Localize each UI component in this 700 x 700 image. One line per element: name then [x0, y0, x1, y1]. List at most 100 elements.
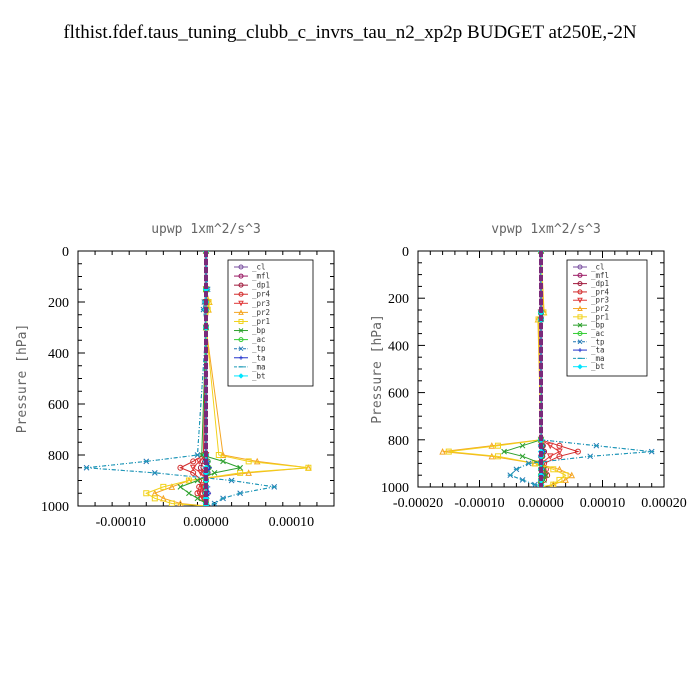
legend-item: _mfl	[573, 271, 609, 280]
panel-title: vpwp 1xm^2/s^3	[491, 222, 601, 237]
series-pr2	[439, 251, 576, 487]
legend-label: _dp1	[252, 281, 270, 290]
legend: _cl_mfl_dp1_pr4_pr3_pr2_pr1_bp_ac_tp_ta_…	[566, 259, 648, 377]
legend-label: _pr3	[252, 299, 270, 308]
legend-label: _dp1	[591, 279, 609, 288]
y-tick-label: 0	[402, 245, 409, 260]
legend-label: _ma	[252, 362, 266, 371]
legend-label: _bp	[252, 326, 266, 335]
legend-item: _pr1	[573, 312, 609, 321]
legend-item: _dp1	[234, 281, 270, 290]
data-point	[237, 464, 243, 471]
y-tick-label: 200	[388, 292, 409, 307]
data-point	[519, 442, 526, 449]
legend-item: _bp	[234, 326, 266, 335]
legend-item: _cl	[234, 263, 266, 272]
data-point	[568, 471, 576, 479]
y-axis-label: Pressure [hPa]	[370, 314, 385, 424]
data-point	[220, 458, 226, 465]
legend-marker	[577, 314, 583, 320]
legend-marker	[577, 264, 583, 270]
legend-item: _bt	[573, 362, 605, 371]
data-point	[245, 469, 252, 476]
data-point	[198, 452, 205, 458]
legend-item: _pr2	[573, 304, 609, 313]
legend-item: _ma	[234, 362, 266, 371]
legend-marker	[238, 264, 244, 270]
legend-label: _pr4	[252, 290, 271, 299]
panel-upwp: upwp 1xm^2/s^3 Pressure [hPa] 0 200 400 600 80…	[15, 222, 335, 530]
data-point	[185, 477, 192, 484]
data-point	[168, 483, 176, 490]
data-point	[177, 499, 184, 506]
data-point	[215, 452, 222, 458]
data-point	[143, 490, 150, 497]
legend-box	[566, 259, 648, 377]
legend-label: _pr3	[591, 296, 609, 305]
x-tick-label: 0.00020	[641, 496, 687, 511]
legend-marker	[239, 355, 243, 360]
page-title: flthist.fdef.taus_tuning_clubb_c_invrs_t…	[63, 22, 637, 43]
data-point	[546, 442, 554, 450]
legend-item: _bp	[573, 321, 605, 330]
legend-marker	[238, 346, 244, 352]
series-line	[448, 251, 567, 487]
legend-label: _cl	[591, 263, 605, 272]
legend-marker	[238, 318, 244, 324]
data-point	[488, 442, 496, 449]
data-point	[189, 464, 197, 472]
legend-marker	[577, 289, 583, 295]
legend-marker	[577, 330, 583, 336]
x-tick-label: -0.00010	[96, 515, 146, 530]
legend-marker	[577, 322, 583, 328]
legend-marker	[238, 309, 244, 315]
legend-marker	[577, 363, 583, 370]
legend-item: _tp	[234, 344, 266, 353]
legend-marker	[577, 281, 583, 287]
data-point	[305, 464, 312, 471]
data-point	[253, 457, 261, 465]
data-point	[501, 448, 507, 455]
legend-item: _pr1	[234, 317, 270, 326]
legend-item: _mfl	[234, 272, 270, 281]
legend-label: _pr1	[591, 312, 609, 321]
legend-item: _bt	[234, 371, 266, 380]
legend-item: _ac	[573, 329, 605, 338]
legend-label: _cl	[252, 263, 266, 272]
legend-label: _tp	[252, 344, 266, 353]
legend-marker	[238, 273, 244, 279]
data-point	[556, 476, 563, 483]
legend-label: _pr2	[252, 308, 270, 317]
legend-item: _ta	[234, 353, 266, 362]
legend-item: _tp	[573, 337, 605, 346]
data-point	[194, 495, 201, 502]
x-tick-label: 0.00000	[518, 496, 564, 511]
legend-marker	[238, 373, 244, 379]
legend-label: _mfl	[252, 272, 270, 281]
y-tick-label: 800	[48, 449, 69, 464]
data-point	[556, 442, 563, 449]
legend-label: _pr2	[591, 304, 609, 313]
legend-label: _ta	[591, 346, 605, 355]
legend-marker	[577, 339, 583, 345]
data-point	[237, 469, 244, 476]
data-point	[151, 495, 158, 502]
legend-item: _pr2	[234, 308, 270, 317]
data-point	[177, 484, 184, 490]
legend-item: _ta	[573, 346, 605, 355]
legend-marker	[238, 337, 244, 343]
data-point	[543, 472, 549, 479]
y-tick-label: 0	[62, 245, 69, 260]
data-point	[550, 481, 557, 487]
legend-item: _pr4	[234, 290, 271, 299]
legend-item: _ac	[234, 335, 266, 344]
series-line	[442, 251, 573, 487]
y-tick-label: 200	[48, 296, 69, 311]
legend-label: _ac	[252, 335, 266, 344]
legend-marker	[577, 305, 583, 312]
legend-marker	[577, 297, 583, 304]
data-point	[195, 458, 203, 465]
data-point	[177, 464, 184, 471]
data-point	[562, 472, 569, 479]
